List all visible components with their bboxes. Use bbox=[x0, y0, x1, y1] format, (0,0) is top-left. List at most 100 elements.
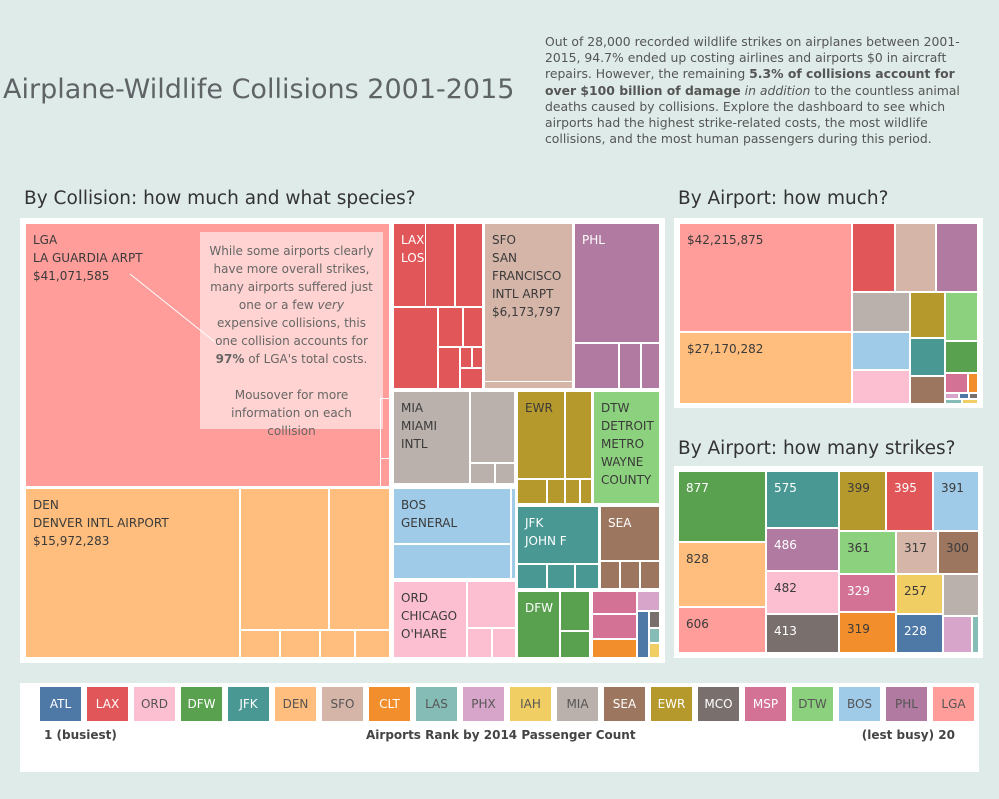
collision-tile-dtw[interactable]: DTW DETROIT METRO WAYNE COUNTY bbox=[593, 391, 660, 504]
legend-item-den[interactable]: DEN bbox=[275, 687, 316, 721]
collision-subtile[interactable] bbox=[649, 611, 660, 628]
collision-subtile[interactable] bbox=[511, 488, 516, 579]
collision-subtile[interactable] bbox=[640, 561, 660, 589]
strike-tile-las[interactable] bbox=[972, 616, 979, 653]
strike-tile-sea[interactable]: 300 bbox=[938, 531, 979, 574]
collision-tile-mia[interactable]: MIA MIAMI INTL bbox=[393, 391, 470, 484]
legend-item-bos[interactable]: BOS bbox=[839, 687, 880, 721]
strike-tile-ewr[interactable]: 399 bbox=[839, 471, 886, 531]
legend-item-phx[interactable]: PHX bbox=[463, 687, 504, 721]
legend-item-ewr[interactable]: EWR bbox=[651, 687, 692, 721]
legend-item-phl[interactable]: PHL bbox=[886, 687, 927, 721]
collision-subtile[interactable] bbox=[460, 347, 472, 368]
collision-subtile[interactable] bbox=[438, 307, 463, 347]
strike-tile-atl[interactable]: 228 bbox=[896, 614, 943, 653]
legend-item-lax[interactable]: LAX bbox=[87, 687, 128, 721]
cost-tile-lga[interactable]: $42,215,875 bbox=[679, 223, 852, 332]
collision-subtile[interactable] bbox=[565, 479, 580, 504]
cost-tile-las[interactable] bbox=[945, 399, 962, 404]
collision-subtile[interactable] bbox=[619, 343, 641, 389]
collision-subtile[interactable] bbox=[620, 561, 640, 589]
collision-subtile[interactable] bbox=[492, 628, 516, 658]
collision-subtile[interactable] bbox=[240, 488, 329, 630]
collision-subtile[interactable] bbox=[517, 564, 547, 589]
cost-tile-sfo[interactable] bbox=[895, 223, 936, 292]
collision-subtile[interactable] bbox=[460, 368, 483, 389]
collision-subtile[interactable] bbox=[547, 564, 575, 589]
strike-tile-lga[interactable]: 606 bbox=[678, 607, 766, 653]
cost-tile-lax[interactable] bbox=[852, 223, 895, 292]
cost-tile-clt[interactable] bbox=[968, 373, 978, 393]
cost-tile-bos[interactable] bbox=[852, 332, 910, 370]
cost-tile-phl[interactable] bbox=[936, 223, 978, 292]
collision-subtile[interactable] bbox=[600, 561, 620, 589]
collision-subtile[interactable] bbox=[637, 591, 660, 611]
collision-tile-den[interactable]: DEN DENVER INTL AIRPORT $15,972,283 bbox=[25, 488, 240, 658]
legend-item-atl[interactable]: ATL bbox=[40, 687, 81, 721]
collision-tile-dfw[interactable]: DFW bbox=[517, 591, 560, 658]
collision-subtile[interactable] bbox=[463, 307, 483, 347]
cost-tile-atl[interactable] bbox=[959, 393, 969, 399]
collision-subtile[interactable] bbox=[355, 630, 390, 658]
collision-subtile[interactable] bbox=[484, 381, 573, 389]
cost-tile-phx[interactable] bbox=[945, 393, 959, 399]
cost-tile-jfk[interactable] bbox=[910, 338, 945, 376]
cost-tile-ewr[interactable] bbox=[910, 292, 945, 338]
strike-tile-lax[interactable]: 395 bbox=[886, 471, 933, 531]
strike-tile-mco[interactable]: 413 bbox=[766, 614, 839, 653]
collision-subtile[interactable] bbox=[425, 223, 455, 307]
strike-tile-phx[interactable] bbox=[943, 616, 972, 653]
legend-item-lga[interactable]: LGA bbox=[933, 687, 974, 721]
collision-tile-jfk[interactable]: JFK JOHN F bbox=[517, 506, 599, 564]
strike-tile-sfo[interactable]: 317 bbox=[896, 531, 938, 574]
collision-subtile[interactable] bbox=[393, 544, 511, 579]
cost-tile-ord[interactable] bbox=[852, 370, 910, 404]
collision-tile-phl[interactable]: PHL bbox=[574, 223, 660, 343]
collision-subtile[interactable] bbox=[592, 614, 637, 639]
collision-subtile[interactable] bbox=[641, 343, 660, 389]
cost-tile-mia[interactable] bbox=[852, 292, 910, 332]
collision-subtile[interactable] bbox=[438, 347, 460, 389]
collision-subtile[interactable] bbox=[637, 611, 649, 658]
cost-tile-msp[interactable] bbox=[945, 373, 968, 393]
strike-tile-phl[interactable]: 486 bbox=[766, 528, 839, 571]
legend-item-jfk[interactable]: JFK bbox=[228, 687, 269, 721]
legend-item-dfw[interactable]: DFW bbox=[181, 687, 222, 721]
collision-subtile[interactable] bbox=[560, 591, 590, 631]
legend-item-clt[interactable]: CLT bbox=[369, 687, 410, 721]
collision-subtile[interactable] bbox=[467, 628, 492, 658]
cost-tile-dfw[interactable] bbox=[945, 341, 978, 373]
cost-tile-den[interactable]: $27,170,282 bbox=[679, 332, 852, 404]
collision-subtile[interactable] bbox=[574, 343, 619, 389]
collision-subtile[interactable] bbox=[649, 643, 660, 658]
strike-tile-bos[interactable]: 391 bbox=[933, 471, 979, 531]
strike-tile-iah[interactable]: 257 bbox=[896, 574, 943, 614]
collision-subtile[interactable] bbox=[380, 458, 390, 487]
collision-subtile[interactable] bbox=[580, 479, 592, 504]
collision-subtile[interactable] bbox=[575, 564, 599, 589]
collision-subtile[interactable] bbox=[455, 223, 483, 307]
legend-item-msp[interactable]: MSP bbox=[745, 687, 786, 721]
collision-subtile[interactable] bbox=[547, 479, 565, 504]
collision-subtile[interactable] bbox=[517, 479, 547, 504]
collision-subtile[interactable] bbox=[565, 391, 592, 479]
legend-item-ord[interactable]: ORD bbox=[134, 687, 175, 721]
cost-tile-iah[interactable] bbox=[962, 399, 978, 404]
collision-subtile[interactable] bbox=[320, 630, 355, 658]
collision-subtile[interactable] bbox=[470, 463, 495, 484]
collision-subtile[interactable] bbox=[393, 307, 438, 389]
collision-subtile[interactable] bbox=[329, 488, 390, 630]
strike-tile-msp[interactable]: 329 bbox=[839, 574, 896, 612]
cost-tile-sea[interactable] bbox=[910, 376, 945, 404]
collision-subtile[interactable] bbox=[280, 630, 320, 658]
legend-item-dtw[interactable]: DTW bbox=[792, 687, 833, 721]
collision-tile-sea[interactable]: SEA bbox=[600, 506, 660, 561]
collision-subtile[interactable] bbox=[495, 463, 515, 484]
collision-subtile[interactable] bbox=[472, 347, 483, 368]
collision-tile-ord[interactable]: ORD CHICAGO O'HARE bbox=[393, 581, 467, 658]
strike-tile-dfw[interactable]: 877 bbox=[678, 471, 766, 542]
strike-tile-jfk[interactable]: 575 bbox=[766, 471, 839, 528]
collision-subtile[interactable] bbox=[467, 581, 516, 628]
legend-item-mco[interactable]: MCO bbox=[698, 687, 739, 721]
collision-subtile[interactable] bbox=[592, 639, 637, 658]
